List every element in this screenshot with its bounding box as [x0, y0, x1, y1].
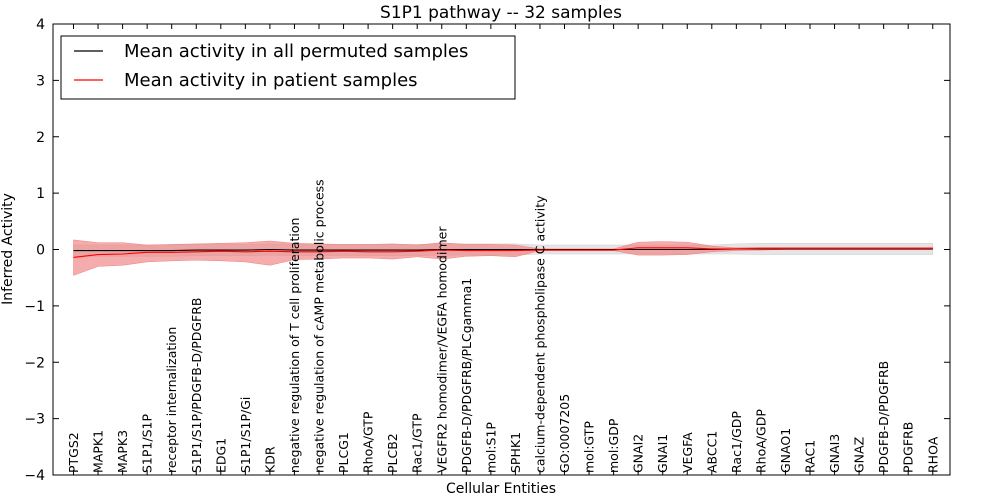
x-tick-label: calcium-dependent phospholipase C activi… — [532, 195, 547, 473]
x-tick-label: GNAI3 — [827, 434, 842, 473]
y-tick-label: 2 — [36, 130, 45, 146]
y-tick-label: 1 — [36, 186, 45, 202]
legend-box — [60, 35, 516, 100]
x-tick-label: KDR — [262, 446, 277, 473]
y-tick-label: −3 — [24, 412, 45, 428]
legend: Mean activity in all permuted samples Me… — [60, 35, 516, 100]
chart-title: S1P1 pathway -- 32 samples — [380, 3, 622, 23]
y-tick-label: −4 — [24, 468, 45, 484]
x-tick-label: GNAI2 — [631, 434, 646, 473]
x-axis: PTGS2 MAPK1 MAPK3 S1P1/S1P receptor internal… — [66, 24, 940, 475]
x-tick-label: RAC1 — [803, 440, 818, 473]
x-tick-label: GNAZ — [852, 437, 867, 473]
x-tick-label: PDGFB-D/PDGFRB/PLCgamma1 — [459, 278, 474, 473]
x-tick-label: RhoA/GDP — [753, 409, 768, 473]
x-tick-label: EDG1 — [213, 438, 228, 473]
legend-label-permuted: Mean activity in all permuted samples — [124, 41, 468, 62]
y-axis-label: Inferred Activity — [0, 193, 16, 305]
x-tick-label: GNAI1 — [655, 434, 670, 473]
confidence-bands — [73, 239, 934, 276]
x-tick-label: PDGFB-D/PDGFRB — [876, 361, 891, 473]
legend-label-patient: Mean activity in patient samples — [124, 70, 418, 91]
y-tick-label: 4 — [36, 17, 45, 33]
x-tick-label: PDGFRB — [901, 422, 916, 473]
x-tick-label: RhoA/GTP — [361, 411, 376, 473]
x-tick-label: negative regulation of cAMP metabolic pr… — [312, 179, 327, 473]
y-tick-label: 0 — [36, 243, 45, 259]
x-tick-label: mol:S1P — [483, 422, 498, 473]
x-tick-label: SPHK1 — [508, 432, 523, 473]
x-tick-label: PLCG1 — [336, 432, 351, 473]
y-tick-label: 3 — [36, 73, 45, 89]
x-tick-label: PTGS2 — [66, 432, 81, 473]
x-tick-label: S1P1/S1P — [140, 414, 155, 473]
x-tick-label: GNAO1 — [778, 428, 793, 473]
x-tick-label: mol:GDP — [606, 418, 621, 473]
x-tick-label: MAPK1 — [91, 430, 106, 473]
x-tick-label: Rac1/GTP — [410, 413, 425, 473]
series-lines — [73, 247, 933, 258]
x-tick-label: receptor internalization — [164, 327, 179, 473]
y-tick-label: −1 — [24, 299, 45, 315]
x-tick-label: MAPK3 — [115, 430, 130, 473]
line-patient — [73, 247, 933, 258]
x-axis-label: Cellular Entities — [446, 481, 556, 497]
x-tick-label: VEGFR2 homodimer/VEGFA homodimer — [434, 226, 449, 473]
x-tick-label: Rac1/GDP — [729, 411, 744, 473]
x-tick-label: S1P1/S1P/PDGFB-D/PDGFRB — [189, 298, 204, 474]
x-tick-label: VEGFA — [680, 432, 695, 473]
x-tick-label: negative regulation of T cell proliferat… — [287, 218, 302, 473]
x-tick-label: RHOA — [925, 436, 940, 473]
x-tick-label: mol:GTP — [582, 421, 597, 473]
y-axis: −4 −3 −2 −1 0 1 2 3 4 — [24, 17, 950, 484]
y-tick-label: −2 — [24, 355, 45, 371]
x-tick-label: PLCB2 — [385, 433, 400, 473]
x-tick-label: S1P1/S1P/Gi — [238, 397, 253, 473]
x-tick-label: ABCC1 — [704, 431, 719, 473]
x-tick-label: GO:0007205 — [557, 394, 572, 473]
